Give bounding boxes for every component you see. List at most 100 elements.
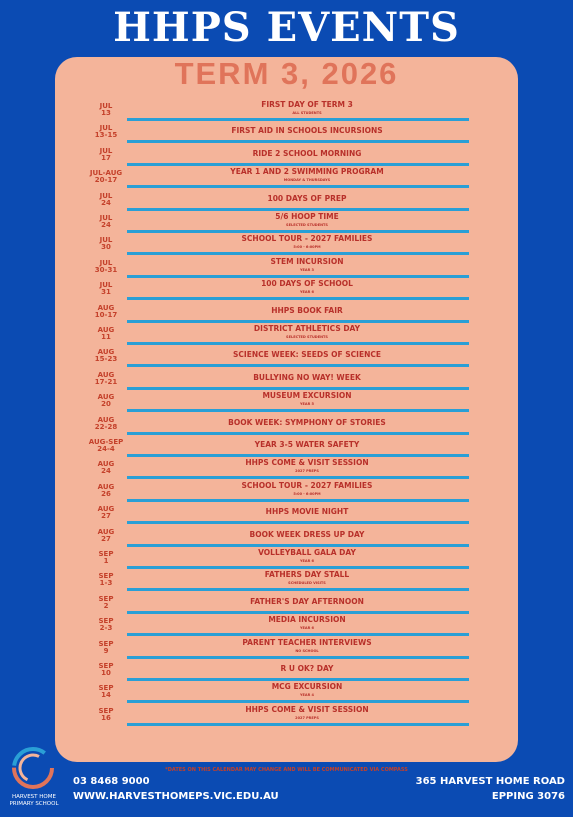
divider: [127, 319, 469, 323]
event-title: PARENT TEACHER INTERVIEWS: [242, 637, 372, 647]
event-title: YEAR 1 AND 2 SWIMMING PROGRAM: [230, 167, 384, 177]
event-day: 30: [101, 243, 111, 252]
event-subtitle: 2027 PREPS: [295, 715, 319, 720]
event-day: 30-31: [94, 265, 118, 274]
event-subtitle: SCHEDULED VISITS: [288, 581, 326, 586]
event-title: SCIENCE WEEK: SEEDS OF SCIENCE: [233, 350, 381, 360]
event-month: SEP: [98, 572, 114, 581]
event-title: FATHERS DAY STALL: [264, 570, 350, 580]
event-subtitle: MONDAY & THURSDAYS: [283, 178, 331, 183]
event-month: JUL: [99, 214, 113, 222]
address: 365 HARVEST HOME ROAD: [415, 776, 565, 787]
event-title: VOLLEYBALL GALA DAY: [258, 548, 356, 557]
event-title: HHPS MOVIE NIGHT: [265, 507, 349, 517]
event-title: HHPS COME & VISIT SESSION: [245, 704, 369, 714]
disclaimer: *DATES ON THIS CALENDAR MAY CHANGE AND W…: [165, 767, 408, 773]
event-month: JUL: [99, 191, 113, 200]
event-month: JUL: [99, 102, 113, 110]
event-title: FIRST AID IN SCHOOLS INCURSIONS: [231, 126, 383, 136]
event-day: 24: [101, 198, 111, 207]
school-logo: [12, 747, 54, 789]
event-day: 17: [101, 153, 111, 162]
divider: [127, 566, 469, 569]
phone: 03 8468 9000: [73, 776, 150, 787]
divider: [127, 588, 469, 592]
divider: [127, 386, 469, 390]
event-day: 14: [101, 691, 111, 700]
event-title: FATHER'S DAY AFTERNOON: [250, 596, 364, 606]
event-title: BOOK WEEK: SYMPHONY OF STORIES: [228, 417, 386, 427]
event-title: BULLYING NO WAY! WEEK: [253, 372, 361, 382]
event-title: HHPS COME & VISIT SESSION: [245, 458, 369, 468]
event-subtitle: 5:00 - 6:00PM: [293, 491, 321, 496]
event-day: 1-3: [99, 579, 113, 588]
event-title: 100 DAYS OF SCHOOL: [261, 279, 353, 289]
event-subtitle: YEAR 6: [300, 626, 314, 631]
event-month: SEP: [98, 550, 114, 558]
event-month: AUG: [97, 348, 115, 357]
event-subtitle: 2027 PREPS: [295, 469, 319, 474]
event-month: SEP: [98, 639, 114, 648]
divider: [127, 700, 469, 704]
school-name: PRIMARY SCHOOL: [9, 801, 59, 807]
term-heading: TERM 3, 2026: [174, 56, 399, 91]
event-day: 13-15: [94, 131, 118, 140]
event-subtitle: YEAR 5: [300, 402, 314, 407]
event-month: JUL-AUG: [89, 169, 123, 178]
divider: [127, 678, 469, 681]
event-month: AUG: [97, 326, 115, 334]
event-day: 2: [103, 601, 109, 610]
divider: [127, 543, 469, 547]
event-day: 24-4: [97, 445, 115, 453]
divider: [127, 342, 469, 345]
event-day: 9: [103, 646, 109, 655]
divider: [127, 140, 469, 144]
event-subtitle: YEAR 3: [300, 267, 314, 272]
event-subtitle: SELECTED STUDENTS: [286, 223, 328, 227]
event-day: 24: [101, 467, 111, 476]
event-subtitle: 5:00 - 6:00PM: [293, 245, 321, 250]
event-title: HHPS BOOK FAIR: [271, 305, 343, 315]
divider: [127, 454, 469, 457]
event-subtitle: YEAR 6: [300, 290, 314, 295]
event-day: 31: [101, 288, 111, 297]
address: EPPING 3076: [491, 791, 565, 802]
event-day: 20: [101, 400, 111, 409]
event-month: AUG: [97, 393, 115, 402]
event-day: 10: [101, 669, 111, 677]
divider: [127, 476, 469, 480]
event-day: 17-21: [94, 377, 118, 386]
event-month: SEP: [98, 662, 114, 670]
event-title: MUSEUM EXCURSION: [262, 391, 352, 401]
event-month: AUG: [97, 370, 115, 379]
event-month: JUL: [99, 281, 113, 290]
event-title: MCG EXCURSION: [271, 682, 343, 692]
event-day: 1: [103, 557, 109, 565]
divider: [127, 252, 469, 256]
event-month: JUL: [99, 124, 113, 133]
event-month: AUG-SEP: [88, 438, 124, 446]
event-title: R U OK? DAY: [280, 664, 334, 673]
event-title: SCHOOL TOUR - 2027 FAMILIES: [241, 480, 373, 490]
event-subtitle: NO SCHOOL: [295, 648, 319, 653]
divider: [127, 409, 469, 413]
divider: [127, 230, 469, 233]
event-subtitle: YEAR 6: [300, 559, 314, 563]
divider: [127, 633, 469, 637]
poster-title: HHPS EVENTS: [113, 4, 460, 51]
event-day: 16: [101, 713, 111, 722]
event-month: AUG: [97, 482, 115, 491]
event-month: SEP: [98, 706, 114, 715]
event-month: AUG: [97, 415, 115, 424]
event-day: 22-28: [94, 422, 118, 431]
divider: [127, 431, 469, 435]
divider: [127, 655, 469, 659]
event-month: SEP: [98, 684, 114, 693]
event-title: BOOK WEEK DRESS UP DAY: [249, 529, 365, 539]
divider: [127, 521, 469, 525]
event-day: 10-17: [94, 310, 118, 319]
divider: [127, 297, 469, 301]
event-day: 11: [101, 333, 111, 341]
website[interactable]: WWW.HARVESTHOMEPS.VIC.EDU.AU: [73, 791, 279, 802]
